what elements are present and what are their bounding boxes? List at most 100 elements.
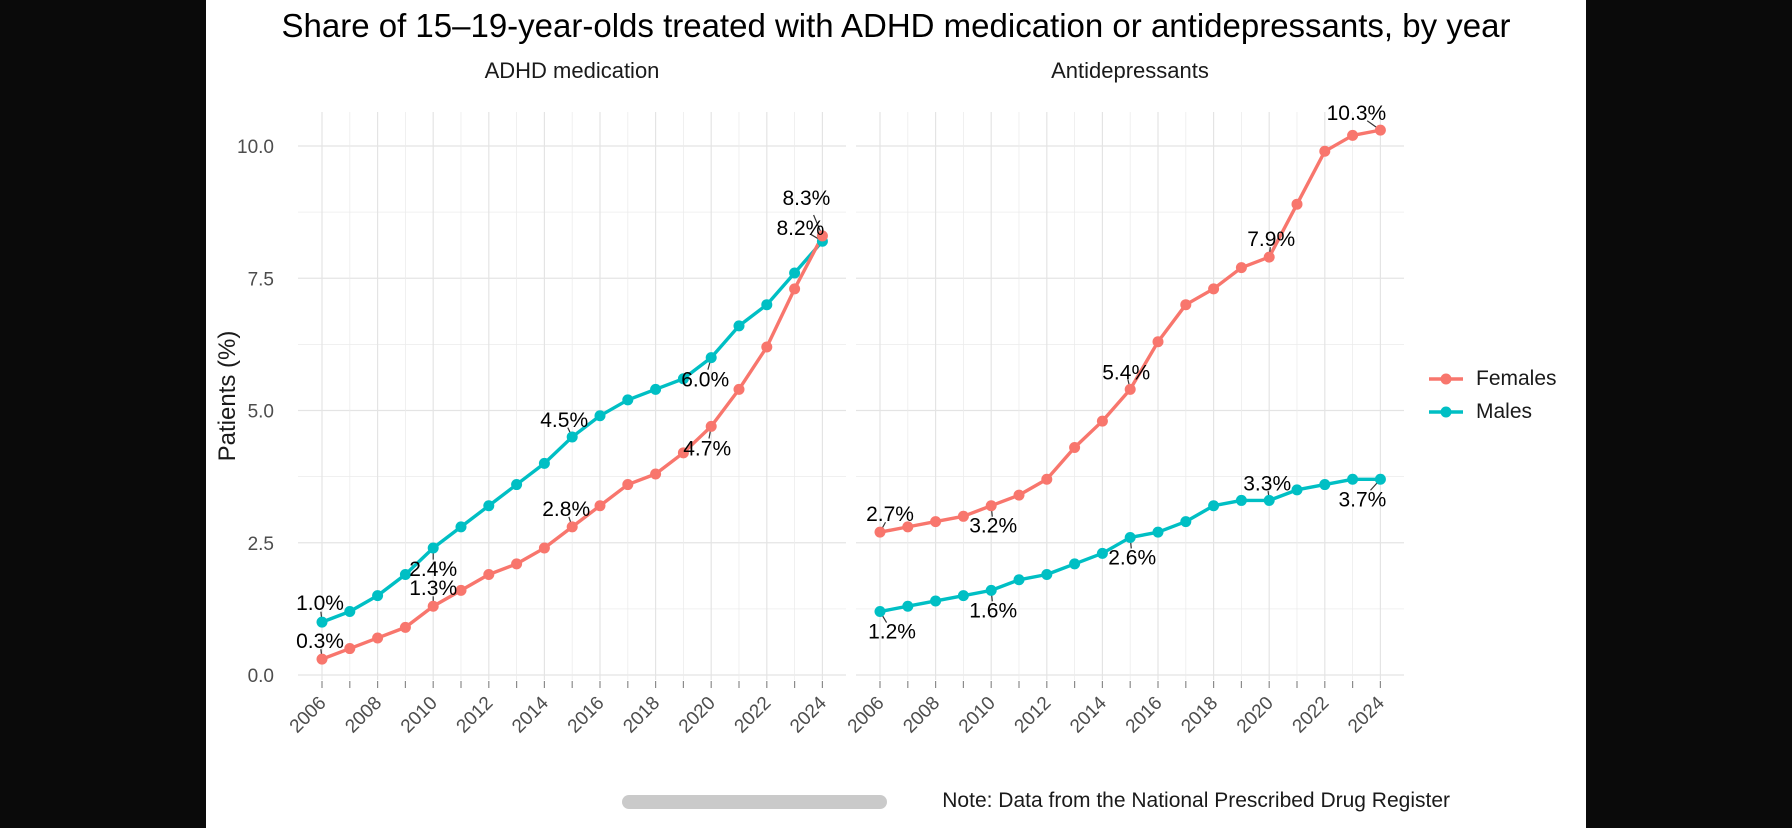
horizontal-scrollbar-thumb[interactable] [622, 795, 887, 809]
x-tick-label: 2014 [1066, 692, 1111, 737]
data-point-males [594, 410, 606, 422]
data-point-females [874, 526, 886, 538]
facet-panel-antidepressants: 2006 2008 2010 2012 2014 2016 2018 2020 2022 2024… [844, 102, 1404, 737]
data-point-females [1263, 251, 1275, 263]
x-tick-label: 2020 [675, 693, 720, 738]
data-point-males [1041, 568, 1053, 580]
legend-label-males: Males [1476, 399, 1533, 423]
data-point-females [816, 230, 828, 242]
data-point-females [761, 341, 773, 353]
data-label: 6.0% [681, 369, 729, 392]
data-label: 4.5% [540, 409, 588, 432]
data-label: 3.2% [969, 515, 1017, 538]
x-tick-label: 2012 [1011, 693, 1056, 738]
data-point-females [1013, 489, 1025, 501]
facet-title-antidepressants: Antidepressants [1051, 58, 1209, 83]
data-point-males [1208, 500, 1220, 512]
data-point-males [733, 320, 745, 332]
data-point-females [538, 542, 550, 554]
x-tick-label: 2022 [731, 693, 776, 738]
x-tick-label: 2024 [1344, 692, 1389, 737]
data-point-males [1291, 484, 1303, 496]
data-point-males [705, 352, 717, 364]
data-point-males [789, 267, 801, 279]
data-point-females [1124, 383, 1136, 395]
data-point-males [316, 616, 328, 628]
data-label: 10.3% [1327, 102, 1387, 125]
x-tick-label: 2010 [397, 693, 442, 738]
data-point-females [930, 516, 942, 528]
data-label: 2.7% [866, 503, 914, 526]
data-point-females [1069, 442, 1081, 454]
data-point-males [1013, 574, 1025, 586]
data-label: 0.3% [296, 630, 344, 653]
data-point-females [957, 510, 969, 522]
data-label: 2.8% [542, 498, 590, 521]
data-point-females [594, 500, 606, 512]
data-point-females [1291, 198, 1303, 210]
data-point-males [1347, 473, 1359, 485]
data-point-males [1124, 531, 1136, 543]
data-point-males [650, 383, 662, 395]
facet-panel-adhd: 2006 2008 2010 2012 2014 2016 2018 2020 2022 2024… [286, 112, 846, 737]
data-point-females [399, 621, 411, 633]
data-point-males [677, 373, 689, 385]
data-label: 3.3% [1243, 472, 1291, 495]
legend: Females Males [1428, 362, 1557, 428]
data-point-females [789, 283, 801, 295]
legend-item-males: Males [1428, 395, 1557, 428]
data-point-females [316, 653, 328, 665]
data-label: 7.9% [1247, 228, 1295, 251]
data-point-males [874, 606, 886, 618]
data-point-females [733, 383, 745, 395]
data-point-females [1096, 415, 1108, 427]
y-tick-label: 7.5 [248, 269, 274, 290]
data-point-males [566, 431, 578, 443]
data-point-males [1319, 479, 1331, 491]
data-point-females [455, 584, 467, 596]
data-point-females [566, 521, 578, 533]
data-point-females [427, 600, 439, 612]
legend-item-females: Females [1428, 362, 1557, 395]
data-label: 2.6% [1108, 546, 1156, 569]
data-point-females [483, 568, 495, 580]
data-point-females [511, 558, 523, 570]
x-tick-label: 2016 [1122, 693, 1167, 738]
chart-title: Share of 15–19-year-olds treated with AD… [281, 7, 1511, 44]
data-point-females [1041, 473, 1053, 485]
data-point-males [761, 299, 773, 311]
data-point-males [985, 584, 997, 596]
x-tick-label: 2020 [1233, 693, 1278, 738]
data-point-females [1374, 124, 1386, 136]
data-point-males [455, 521, 467, 533]
data-point-males [902, 600, 914, 612]
y-tick-label: 10.0 [237, 137, 274, 158]
data-point-females [1152, 336, 1164, 348]
data-point-males [930, 595, 942, 607]
data-point-females [705, 420, 717, 432]
y-tick-label: 5.0 [248, 402, 274, 423]
y-tick-label: 2.5 [248, 534, 274, 555]
data-point-males [372, 590, 384, 602]
chart-canvas: Share of 15–19-year-olds treated with AD… [206, 0, 1586, 828]
legend-label-females: Females [1476, 366, 1557, 390]
data-label: 3.7% [1338, 488, 1386, 511]
x-tick-label: 2008 [341, 693, 386, 738]
legend-key-females-icon [1429, 373, 1463, 384]
data-label: 4.7% [683, 437, 731, 460]
data-label: 1.2% [868, 621, 916, 644]
data-point-males [1263, 494, 1275, 506]
data-point-males [1235, 494, 1247, 506]
data-point-males [1374, 473, 1386, 485]
y-tick-label: 0.0 [248, 666, 274, 687]
data-point-males [511, 479, 523, 491]
data-label: 5.4% [1102, 361, 1150, 384]
data-point-females [1180, 299, 1192, 311]
x-tick-label: 2014 [508, 692, 553, 737]
data-label: 8.2% [776, 217, 824, 240]
data-label: 1.6% [969, 599, 1017, 622]
data-label: 8.3% [782, 187, 830, 210]
data-point-females [1235, 262, 1247, 274]
data-point-males [1152, 526, 1164, 538]
